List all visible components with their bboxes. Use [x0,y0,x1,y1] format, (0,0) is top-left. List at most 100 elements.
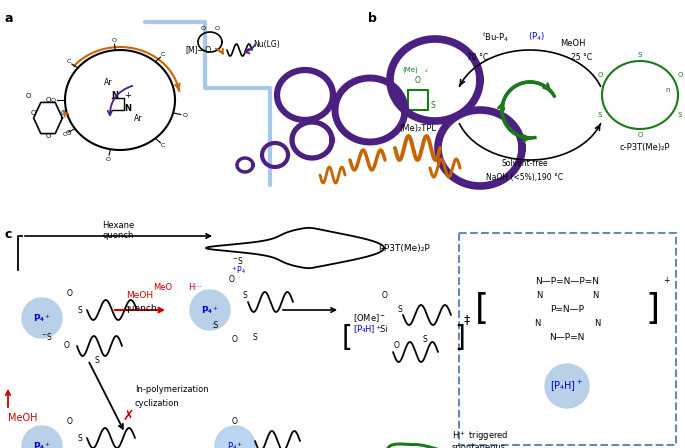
Text: O: O [45,133,51,139]
Circle shape [22,426,62,448]
Text: O: O [214,26,219,31]
Text: P=N—P: P=N—P [550,305,584,314]
Text: $^-$S: $^-$S [40,331,53,342]
Text: O: O [232,417,238,426]
Text: (Me): (Me) [402,67,418,73]
Text: S: S [397,305,402,314]
Text: P₄$^+$: P₄$^+$ [201,304,219,316]
Text: O: O [67,289,73,298]
Text: a: a [5,12,14,25]
Circle shape [215,426,255,448]
Text: [: [ [342,324,353,352]
Text: S: S [77,306,82,315]
Circle shape [190,290,230,330]
Text: N: N [536,290,543,300]
Text: O: O [106,157,111,162]
Text: ]: ] [455,324,465,352]
Text: 70 °C: 70 °C [467,52,488,61]
Text: quench: quench [102,231,134,240]
Text: O: O [637,132,643,138]
Text: O: O [65,130,71,136]
Text: ‡: ‡ [464,314,470,327]
Text: C: C [66,59,71,64]
Text: H$^+$ triggered: H$^+$ triggered [452,429,508,443]
Text: (Me)₂TPL: (Me)₂TPL [399,124,436,133]
Text: H···: H··· [188,284,202,293]
Text: In-polymerization: In-polymerization [135,385,209,395]
Text: MeOH: MeOH [8,413,38,423]
Text: O: O [382,291,388,300]
Text: C: C [161,143,165,148]
Text: 25 °C: 25 °C [571,52,593,61]
Text: $^t$Bu-P$_4$: $^t$Bu-P$_4$ [482,30,510,44]
Text: O: O [597,72,603,78]
Text: [P₄H]$^+$: [P₄H]$^+$ [353,324,382,336]
Text: N: N [112,90,119,99]
Text: $^+$: $^+$ [662,276,671,286]
Text: +: + [125,90,132,99]
Text: NaOH (<5%),190 °C: NaOH (<5%),190 °C [486,172,564,181]
Text: C: C [161,52,165,56]
Text: (P$_4$): (P$_4$) [528,31,545,43]
Text: MeOH: MeOH [127,291,153,300]
Text: c-P3T(Me)₂P: c-P3T(Me)₂P [620,142,670,151]
Text: O: O [112,38,116,43]
Text: l-P3T(Me)₂P: l-P3T(Me)₂P [378,244,429,253]
Circle shape [22,298,62,338]
Text: N: N [594,319,600,327]
Text: S: S [77,434,82,443]
Text: N—P=N—P=N: N—P=N—P=N [535,276,599,285]
Text: S: S [423,335,427,344]
Text: ]: ] [646,292,660,326]
Text: ✗: ✗ [122,409,134,423]
Text: C: C [63,132,67,137]
Text: O: O [182,113,187,118]
Text: O: O [67,417,73,426]
Text: N: N [125,103,132,112]
Text: P₄$^+$: P₄$^+$ [33,312,51,324]
Text: S: S [95,356,99,365]
Text: $^+$P₄: $^+$P₄ [230,264,246,276]
Text: S: S [253,333,258,342]
Text: S: S [431,100,436,109]
Text: Nu(LG): Nu(LG) [253,39,279,48]
Text: N: N [592,290,598,300]
Text: O: O [25,93,31,99]
Text: quench: quench [123,304,157,313]
Text: S: S [242,291,247,300]
Text: [OMe]$^-$: [OMe]$^-$ [353,312,386,324]
Text: O: O [45,97,51,103]
Text: O: O [201,26,206,31]
Text: cyclization: cyclization [135,400,179,409]
Text: MeO: MeO [153,284,172,293]
Text: N—P=N: N—P=N [549,332,585,341]
Text: S: S [598,112,602,118]
Text: O: O [51,98,55,103]
Text: O: O [30,110,36,116]
Text: MeOH: MeOH [560,39,586,47]
Text: O: O [415,76,421,85]
Text: spontaneous: spontaneous [452,444,506,448]
Text: Hexane: Hexane [102,221,134,230]
Text: O: O [232,335,238,344]
Text: O: O [60,110,66,116]
Text: ₂: ₂ [425,67,427,73]
Text: O: O [394,341,400,350]
Text: P₄$^+$: P₄$^+$ [227,440,243,448]
Text: Solvent-free: Solvent-free [501,159,548,168]
Text: :S: :S [212,321,219,330]
Text: Ar: Ar [103,78,112,86]
Text: P₄$^+$: P₄$^+$ [33,440,51,448]
Text: b: b [368,12,377,25]
Text: :Si: :Si [378,325,388,334]
Text: S: S [677,112,682,118]
Text: [: [ [475,292,489,326]
Text: [P₄H]$^+$: [P₄H]$^+$ [551,379,584,393]
Text: $^-$S: $^-$S [232,254,245,266]
Text: O: O [677,72,682,78]
Text: N: N [534,319,540,327]
Text: O: O [64,341,70,350]
Text: [M]—O: [M]—O [185,46,211,55]
Text: c: c [5,228,12,241]
Text: S: S [638,52,642,58]
